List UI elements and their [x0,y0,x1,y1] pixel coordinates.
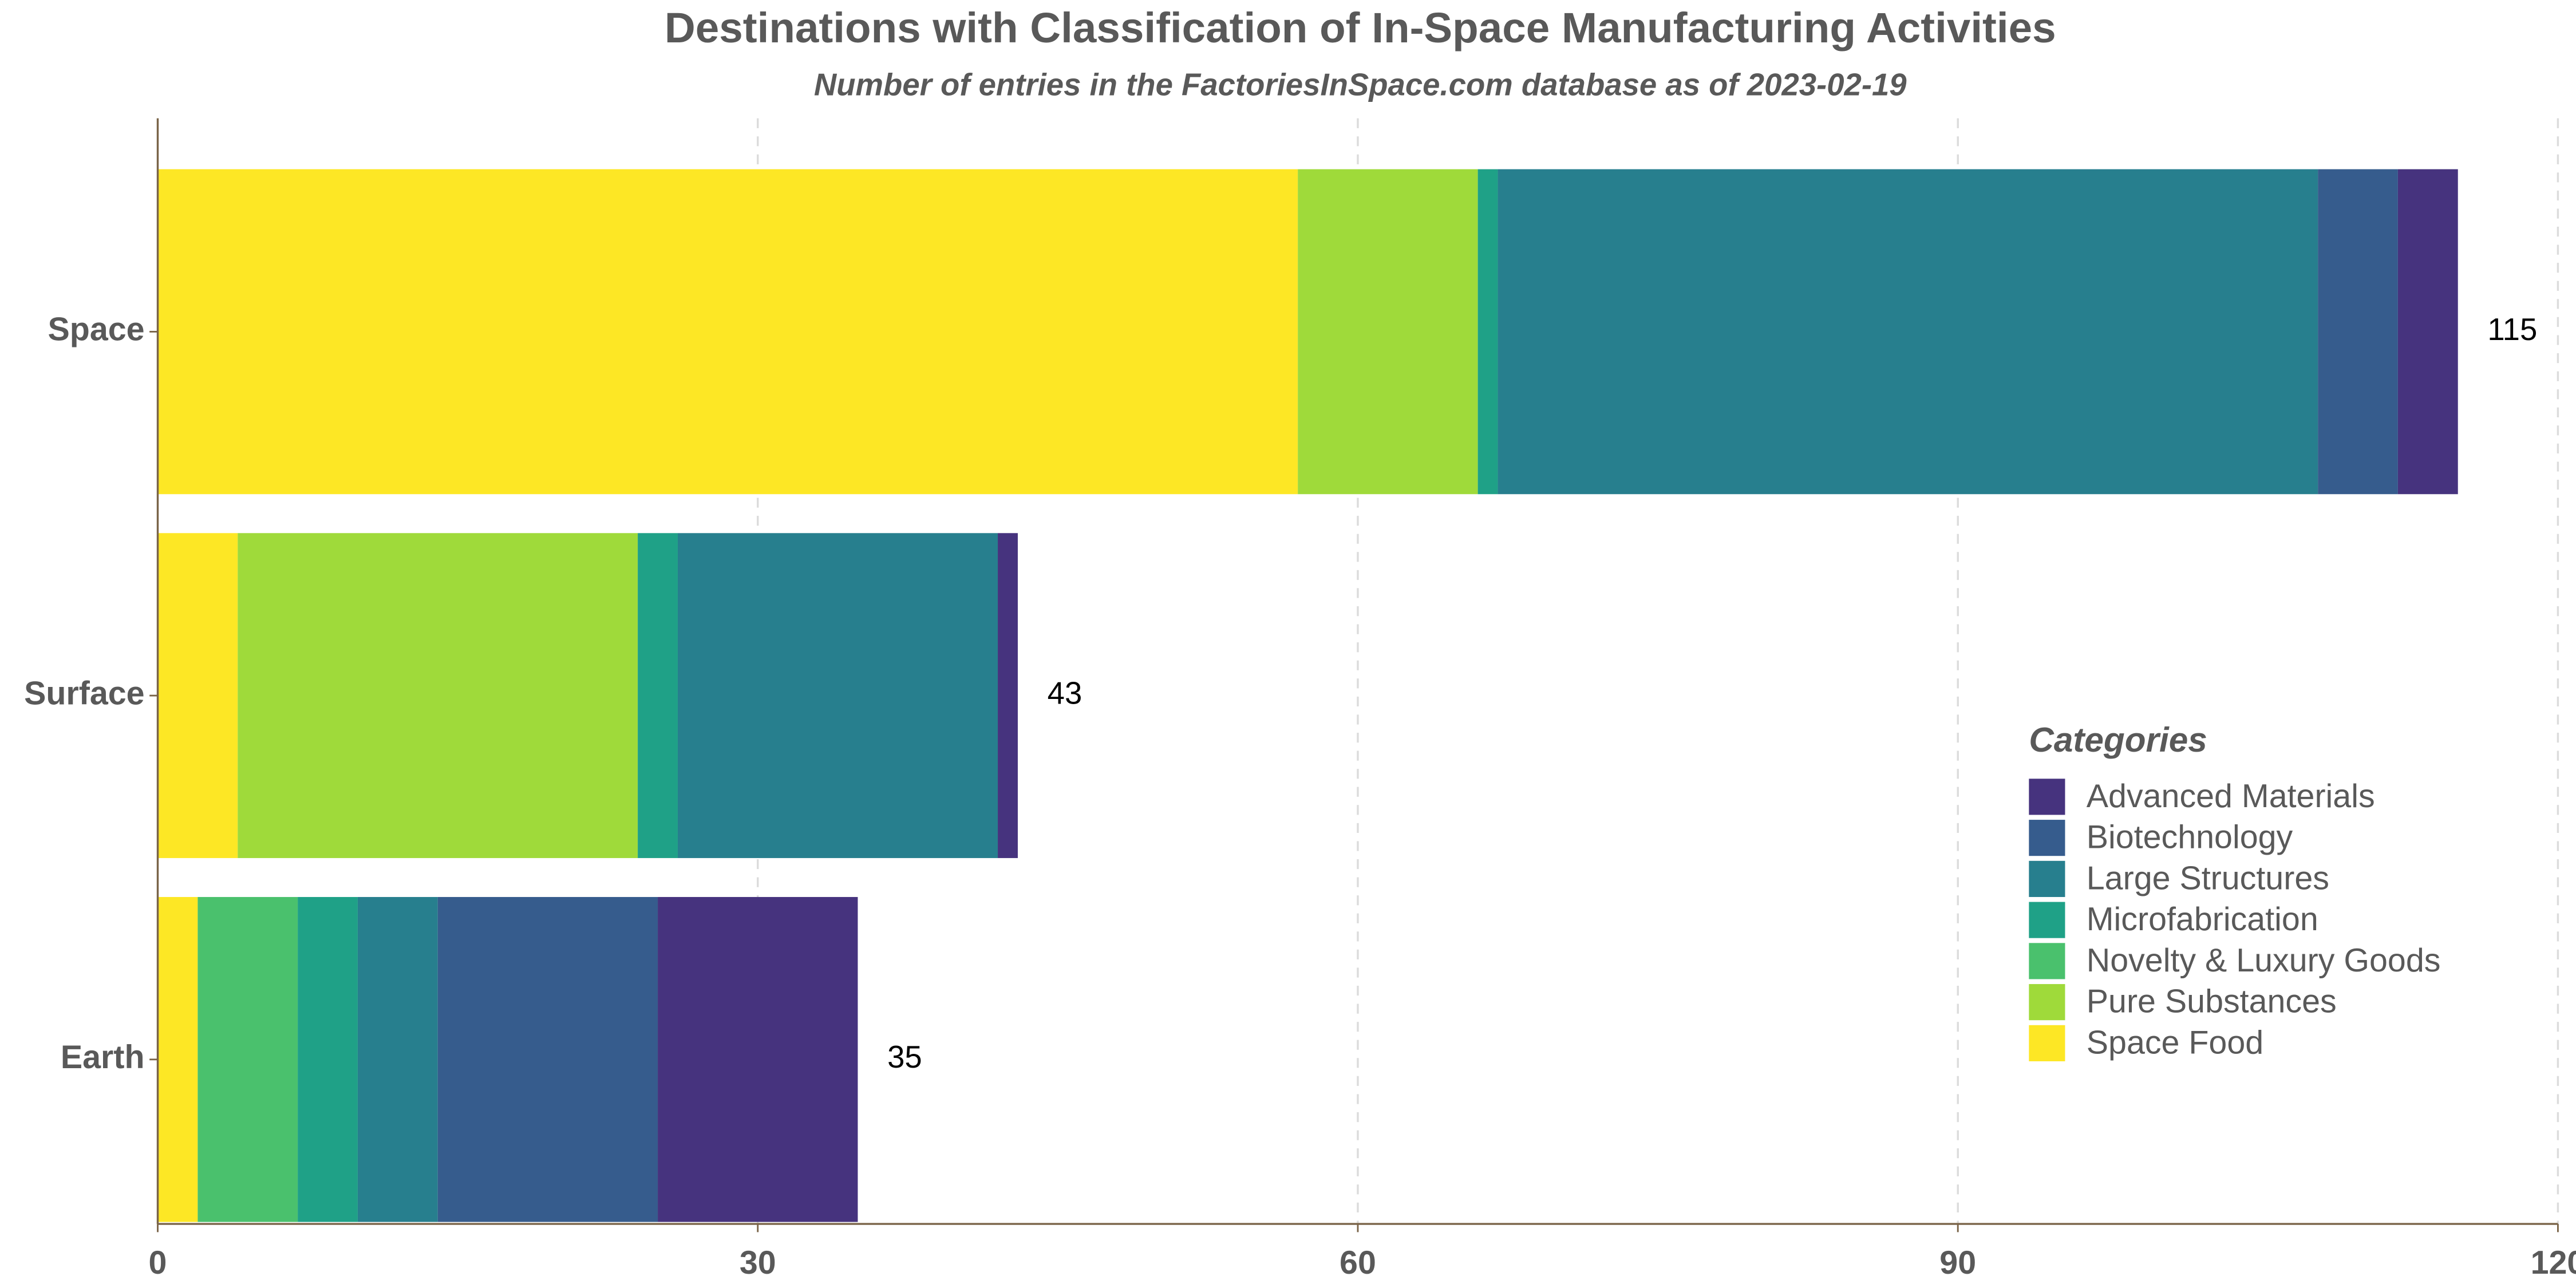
bar-segment [298,896,358,1222]
bar-segment [157,896,198,1222]
legend-label: Advanced Materials [2087,778,2375,815]
legend-label: Space Food [2087,1024,2263,1061]
bar-segment [157,169,1298,495]
bar-segment [2318,169,2398,495]
x-tick-label: 60 [1340,1244,1376,1281]
bar-segment [2397,169,2458,495]
legend-label: Biotechnology [2087,819,2293,856]
bar-segment [1477,169,1498,495]
legend-label: Pure Substances [2087,983,2337,1020]
x-tick-label: 120 [2531,1244,2576,1281]
bar-segment [238,533,638,858]
bar-segment [197,896,298,1222]
chart-subtitle: Number of entries in the FactoriesInSpac… [814,68,1907,102]
legend-key [2029,779,2065,815]
legend-key [2029,984,2065,1021]
y-tick-label: Space [48,311,145,348]
x-tick-label: 90 [1939,1244,1976,1281]
legend-key [2029,820,2065,856]
bar-segment [658,896,858,1222]
y-tick-label: Earth [61,1039,145,1076]
total-label: 35 [887,1040,922,1074]
legend-label: Large Structures [2087,860,2329,896]
legend-key [2029,860,2065,897]
x-tick-label: 30 [740,1244,776,1281]
legend-title: Categories [2029,720,2207,759]
bar-segment [638,533,678,858]
bar-segment [357,896,438,1222]
total-label: 115 [2487,312,2537,347]
legend-label: Novelty & Luxury Goods [2087,942,2441,979]
total-label: 43 [1048,676,1082,711]
legend-key [2029,1025,2065,1061]
legend-key [2029,943,2065,979]
bar-segment [998,533,1018,858]
bar-segment [1498,169,2318,495]
bar-segment [677,533,998,858]
legend-key [2029,902,2065,938]
y-tick-label: Surface [24,675,144,712]
bar-segment [437,896,658,1222]
bar-segment [157,533,238,858]
legend-label: Microfabrication [2087,901,2318,938]
bar-segment [1298,169,1478,495]
chart-title: Destinations with Classification of In-S… [665,3,2056,52]
x-tick-label: 0 [149,1244,167,1281]
